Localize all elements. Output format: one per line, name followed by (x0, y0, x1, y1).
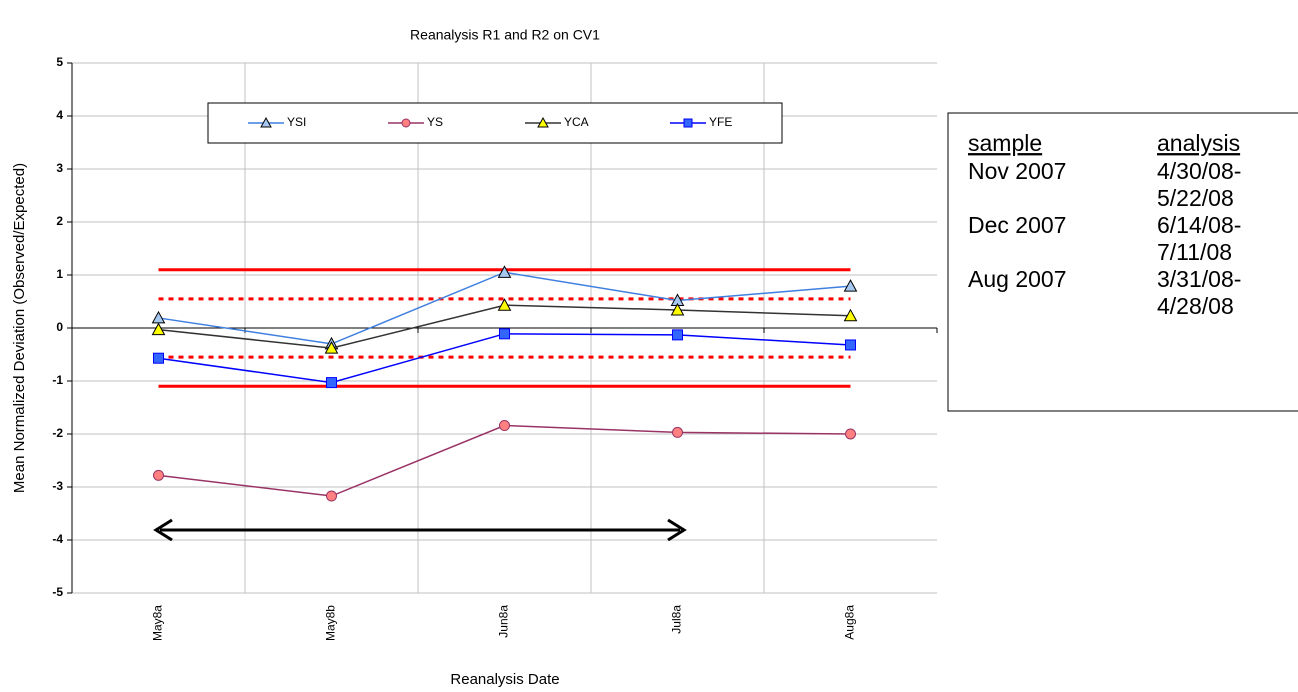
legend: YSI YS YCA YFE (248, 115, 732, 129)
table-header: sample (968, 130, 1042, 156)
series-line (158, 304, 851, 349)
y-tick-label: -4 (52, 532, 63, 546)
table-analysis: 7/11/08 (1157, 239, 1232, 265)
marker (670, 302, 685, 316)
table-analysis: 5/22/08 (1157, 185, 1234, 211)
y-tick-label: 2 (56, 214, 63, 228)
marker (499, 420, 510, 432)
series-line (158, 424, 851, 497)
marker (401, 118, 411, 128)
table-analysis: 4/28/08 (1157, 293, 1234, 319)
legend-label: YFE (709, 115, 732, 129)
marker (497, 298, 512, 311)
x-tick-label: May8b (324, 605, 338, 641)
marker (151, 322, 166, 336)
y-tick-label: 0 (56, 320, 63, 334)
table-header: analysis (1157, 130, 1240, 156)
y-tick-label: -2 (52, 426, 63, 440)
marker (672, 329, 683, 341)
series (151, 265, 858, 502)
marker (326, 377, 337, 389)
table-analysis: 4/30/08- (1157, 158, 1241, 184)
marker (497, 265, 512, 278)
y-tick-label: 3 (56, 161, 63, 175)
chart-title: Reanalysis R1 and R2 on CV1 (410, 27, 600, 43)
table-sample: Nov 2007 (968, 158, 1066, 184)
marker (843, 279, 858, 292)
marker (499, 328, 510, 340)
marker (672, 426, 683, 438)
marker (845, 339, 856, 351)
marker (153, 469, 164, 481)
x-axis-label: Reanalysis Date (450, 671, 559, 688)
y-tick-label: -1 (52, 373, 63, 387)
side-table-box (947, 112, 1298, 412)
y-axis-label: Mean Normalized Deviation (Observed/Expe… (11, 163, 28, 493)
marker (324, 341, 339, 354)
marker (537, 116, 549, 128)
table-sample: Dec 2007 (968, 212, 1066, 238)
axes: -5 -4 -3 -2 -1 0 1 2 3 4 5 May8a May8b Jun8a Jul8a Aug8… (52, 55, 938, 641)
table-analysis: 6/14/08- (1157, 212, 1241, 238)
x-tick-label: Aug8a (843, 605, 857, 640)
marker (845, 428, 856, 440)
series-2 (151, 298, 858, 354)
legend-label: YSI (287, 115, 306, 129)
y-tick-label: -5 (52, 585, 63, 599)
marker (260, 116, 272, 128)
marker (151, 310, 166, 324)
y-tick-label: -3 (52, 479, 63, 493)
marker (153, 352, 164, 364)
y-tick-label: 1 (56, 267, 63, 281)
x-tick-label: Jul8a (670, 605, 684, 634)
side-table: sample analysis Nov 2007 4/30/08-5/22/08 Dec… (968, 130, 1241, 319)
marker (683, 118, 693, 128)
legend-label: YCA (564, 115, 589, 129)
marker (843, 308, 858, 322)
legend-label: YS (427, 115, 443, 129)
x-tick-label: Jun8a (497, 605, 511, 638)
y-tick-label: 5 (56, 55, 63, 69)
table-analysis: 3/31/08- (1157, 266, 1241, 292)
series-3 (153, 328, 856, 389)
table-sample: Aug 2007 (968, 266, 1066, 292)
arrow (153, 518, 687, 542)
series-1 (153, 420, 856, 502)
y-tick-label: 4 (56, 108, 63, 122)
x-tick-label: May8a (151, 605, 165, 641)
marker (326, 490, 337, 502)
